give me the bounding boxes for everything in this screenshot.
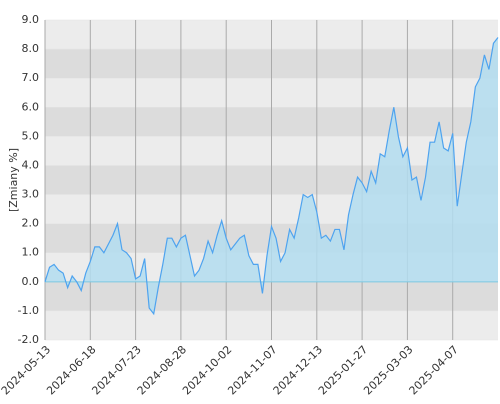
y-tick-label: 3.0 [22, 188, 40, 201]
y-tick-label: 5.0 [22, 129, 40, 142]
y-tick-label: 1.0 [22, 246, 40, 259]
x-tick-label: 2025-04-07 [407, 343, 461, 397]
area [45, 37, 498, 314]
y-tick-label: 2.0 [22, 217, 40, 230]
y-tick-label: -1.0 [18, 304, 39, 317]
y-tick-label: 8.0 [22, 42, 40, 55]
line [44, 37, 499, 316]
y-tick-label: 9.0 [22, 13, 40, 26]
y-tick-label: 6.0 [22, 100, 40, 113]
y-tick-label: 4.0 [22, 158, 40, 171]
y-tick-label: 0.0 [22, 275, 40, 288]
y-tick-label: 7.0 [22, 71, 40, 84]
y-axis-label: [Zmiany %] [7, 148, 20, 212]
y-tick-label: -2.0 [18, 333, 39, 346]
